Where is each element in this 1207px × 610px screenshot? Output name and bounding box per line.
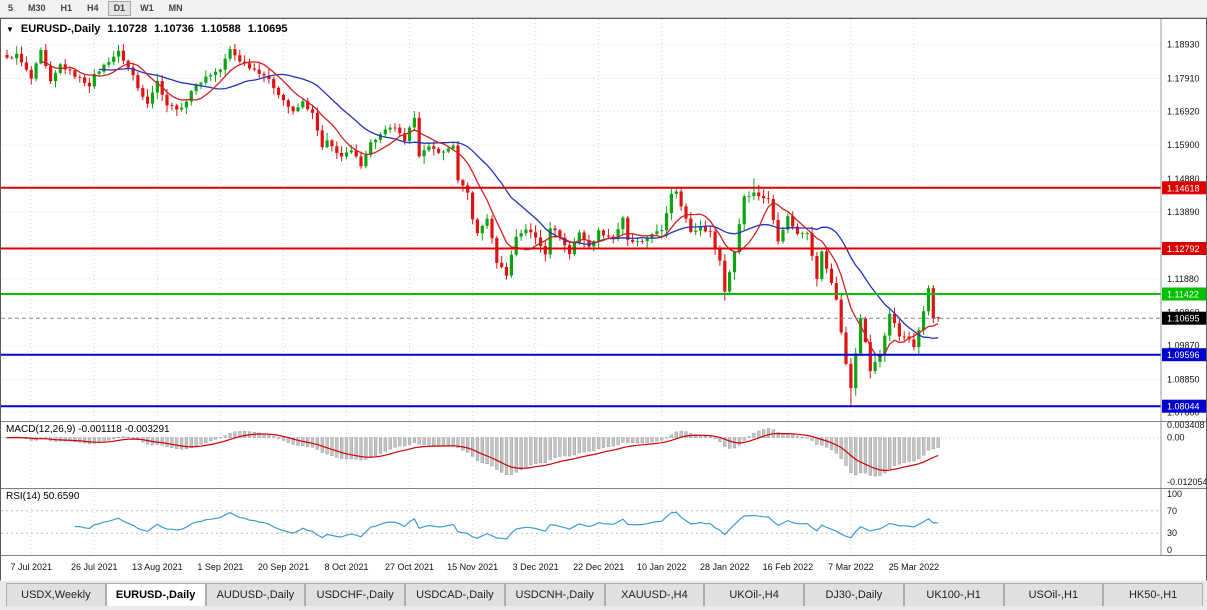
svg-text:1.08044: 1.08044 bbox=[1167, 402, 1200, 412]
timeframe-button-mn[interactable]: MN bbox=[168, 3, 183, 13]
macd-signal-line bbox=[7, 432, 939, 472]
time-axis-label: 1 Sep 2021 bbox=[197, 562, 244, 572]
chart-window: 1.18930 1.17910 1.16920 1.15900 1.14880 1.138… bbox=[0, 18, 1207, 581]
svg-text:1.09870: 1.09870 bbox=[1167, 341, 1200, 351]
time-axis-label: 20 Sep 2021 bbox=[257, 562, 309, 572]
macd-canvas[interactable]: 0.003408 0.00 -0.012054 bbox=[1, 421, 1206, 488]
chart-tab-audusd-daily[interactable]: AUDUSD-,Daily bbox=[205, 583, 306, 606]
chart-background bbox=[1, 19, 1206, 421]
time-axis-label: 3 Dec 2021 bbox=[512, 562, 559, 572]
ma-fast-line bbox=[40, 61, 939, 358]
timeframe-toolbar: 5 M30 H1 H4 D1 W1 MN bbox=[0, 0, 1207, 18]
time-axis-label: 10 Jan 2022 bbox=[636, 562, 687, 572]
svg-text:1.11422: 1.11422 bbox=[1167, 290, 1199, 300]
svg-text:100: 100 bbox=[1167, 489, 1182, 499]
price-chart-panel[interactable]: 1.18930 1.17910 1.16920 1.15900 1.14880 1.138… bbox=[1, 19, 1206, 421]
chart-tab-usdx-weekly[interactable]: USDX,Weekly bbox=[6, 583, 106, 606]
timeframe-button-5[interactable]: 5 bbox=[8, 3, 14, 13]
timeframe-button-h4[interactable]: H4 bbox=[87, 3, 99, 13]
time-axis-label: 13 Aug 2021 bbox=[132, 562, 183, 572]
chart-tab-usdchf-daily[interactable]: USDCHF-,Daily bbox=[305, 583, 405, 606]
time-axis-label: 27 Oct 2021 bbox=[385, 562, 435, 572]
chart-tab-eurusd-daily[interactable]: EURUSD-,Daily bbox=[105, 583, 206, 606]
rsi-level-lines bbox=[1, 510, 1161, 534]
chart-tab-usdcnh-daily[interactable]: USDCNH-,Daily bbox=[504, 583, 605, 606]
time-axis-label: 7 Jul 2021 bbox=[10, 562, 53, 572]
macd-panel[interactable]: 0.003408 0.00 -0.012054 MACD(12,26,9) -0.0… bbox=[1, 421, 1206, 488]
symbol-dropdown-icon[interactable]: ▼ bbox=[6, 24, 14, 34]
price-tags: 1.14618 1.12792 1.11422 1.09596 1.08044 1.106… bbox=[1162, 181, 1206, 413]
rsi-panel[interactable]: 100 70 30 0 RSI(14) 50.6590 bbox=[1, 488, 1206, 555]
svg-text:1.14618: 1.14618 bbox=[1167, 183, 1200, 193]
chart-tab-usoil-h1[interactable]: USOil-,H1 bbox=[1003, 583, 1104, 606]
chart-tab-xauusd-h4[interactable]: XAUUSD-,H4 bbox=[604, 583, 705, 606]
svg-text:30: 30 bbox=[1167, 528, 1177, 538]
time-axis: 7 Jul 2021 26 Jul 2021 13 Aug 2021 1 Sep 20… bbox=[1, 555, 1206, 581]
time-axis-label: 8 Oct 2021 bbox=[324, 562, 369, 572]
time-axis-label: 26 Jul 2021 bbox=[71, 562, 118, 572]
svg-text:1.12792: 1.12792 bbox=[1167, 244, 1200, 254]
time-axis-label: 7 Mar 2022 bbox=[828, 562, 874, 572]
time-axis-label: 25 Mar 2022 bbox=[888, 562, 940, 572]
chart-tab-dj30-daily[interactable]: DJ30-,Daily bbox=[804, 583, 904, 606]
time-axis-label: 22 Dec 2021 bbox=[573, 562, 625, 572]
macd-histogram bbox=[5, 428, 940, 477]
chart-grid bbox=[1, 19, 1161, 421]
timeframe-button-m30[interactable]: M30 bbox=[28, 3, 46, 13]
timeframe-button-d1[interactable]: D1 bbox=[107, 1, 132, 16]
macd-axis-labels: 0.003408 0.00 -0.012054 bbox=[1167, 421, 1206, 487]
chart-tab-usdcad-daily[interactable]: USDCAD-,Daily bbox=[405, 583, 505, 606]
rsi-line bbox=[74, 511, 939, 540]
svg-text:1.18930: 1.18930 bbox=[1167, 40, 1200, 50]
svg-text:1.10695: 1.10695 bbox=[1167, 314, 1200, 324]
svg-text:0.00: 0.00 bbox=[1167, 433, 1185, 443]
chart-tabs-bar: USDX,Weekly EURUSD-,Daily AUDUSD-,Daily USD… bbox=[0, 580, 1207, 610]
svg-text:0: 0 bbox=[1167, 545, 1172, 555]
chart-tab-hk50-h1[interactable]: HK50-,H1 bbox=[1103, 583, 1203, 606]
timeframe-button-w1[interactable]: W1 bbox=[140, 3, 154, 13]
rsi-axis-labels: 100 70 30 0 bbox=[1167, 489, 1182, 555]
timeframe-button-h1[interactable]: H1 bbox=[60, 3, 73, 13]
rsi-canvas[interactable]: 100 70 30 0 bbox=[1, 488, 1206, 555]
svg-text:1.09596: 1.09596 bbox=[1167, 350, 1200, 360]
time-axis-label: 16 Feb 2022 bbox=[762, 562, 814, 572]
svg-text:70: 70 bbox=[1167, 506, 1177, 516]
svg-text:1.13890: 1.13890 bbox=[1167, 207, 1200, 217]
svg-text:1.15900: 1.15900 bbox=[1167, 140, 1200, 150]
svg-text:1.16920: 1.16920 bbox=[1167, 106, 1200, 116]
svg-text:1.17910: 1.17910 bbox=[1167, 74, 1200, 84]
svg-text:1.08850: 1.08850 bbox=[1167, 375, 1200, 385]
ma-slow-line bbox=[99, 67, 939, 340]
chart-tab-uk100-h1[interactable]: UK100-,H1 bbox=[903, 583, 1004, 606]
svg-text:-0.012054: -0.012054 bbox=[1167, 477, 1206, 487]
svg-text:1.11880: 1.11880 bbox=[1167, 274, 1199, 284]
horizontal-level-lines[interactable] bbox=[1, 186, 1161, 408]
chart-tab-ukoil-h4[interactable]: UKOil-,H4 bbox=[704, 583, 804, 606]
svg-text:0.003408: 0.003408 bbox=[1167, 421, 1205, 430]
time-axis-label: 28 Jan 2022 bbox=[700, 562, 750, 572]
time-axis-label: 15 Nov 2021 bbox=[447, 562, 499, 572]
price-chart-canvas[interactable]: 1.18930 1.17910 1.16920 1.15900 1.14880 1.138… bbox=[1, 19, 1206, 421]
svg-text:1.14880: 1.14880 bbox=[1167, 174, 1200, 184]
